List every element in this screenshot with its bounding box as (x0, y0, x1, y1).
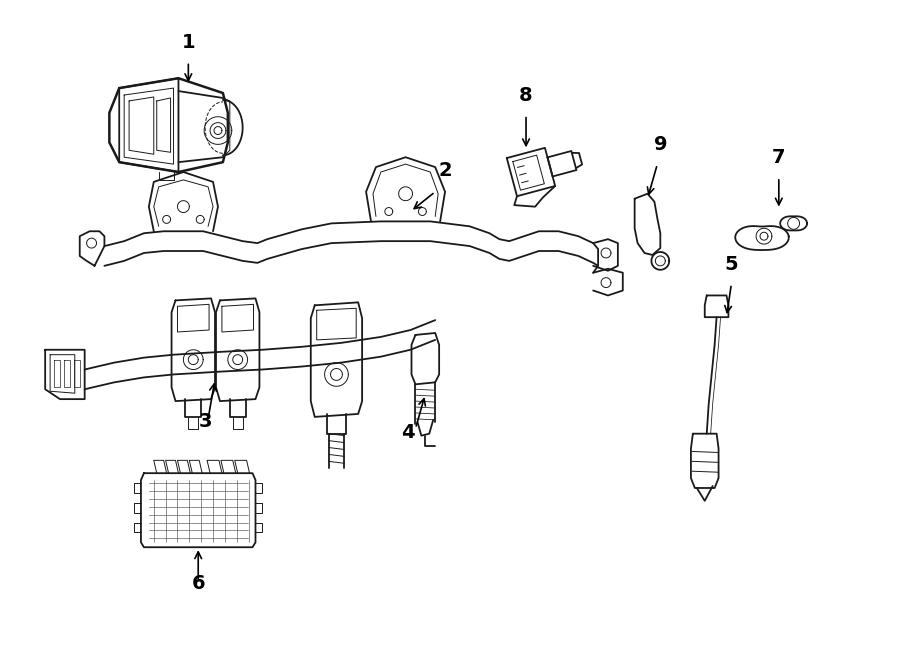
Text: 7: 7 (772, 148, 786, 167)
Text: 3: 3 (198, 412, 212, 431)
Text: 1: 1 (182, 32, 195, 52)
Text: 4: 4 (400, 422, 414, 442)
Text: 5: 5 (724, 254, 738, 274)
Text: 2: 2 (438, 161, 452, 180)
Text: 9: 9 (653, 136, 667, 154)
Text: 6: 6 (192, 574, 205, 593)
Text: 8: 8 (519, 86, 533, 105)
